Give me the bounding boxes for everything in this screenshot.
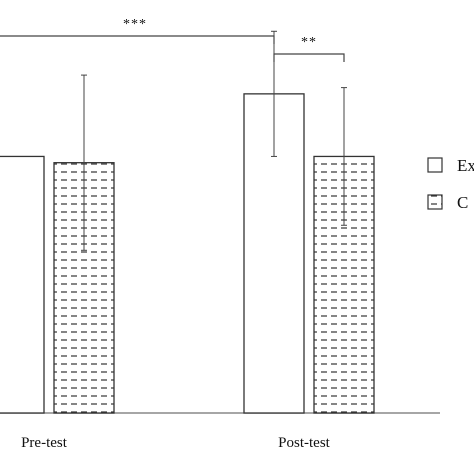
legend-swatch bbox=[427, 194, 443, 210]
legend-label: Ex bbox=[457, 156, 474, 175]
x-tick-label: Pre-test bbox=[21, 435, 68, 451]
bar-pretest-ex bbox=[0, 155, 45, 414]
x-tick-label: Post-test bbox=[278, 435, 331, 451]
legend-swatch bbox=[427, 157, 443, 173]
significance-bracket bbox=[273, 53, 345, 62]
significance-label: *** bbox=[123, 17, 147, 32]
significance-bracket bbox=[0, 35, 275, 44]
legend-label: C bbox=[457, 193, 468, 212]
significance-label: ** bbox=[301, 35, 317, 50]
